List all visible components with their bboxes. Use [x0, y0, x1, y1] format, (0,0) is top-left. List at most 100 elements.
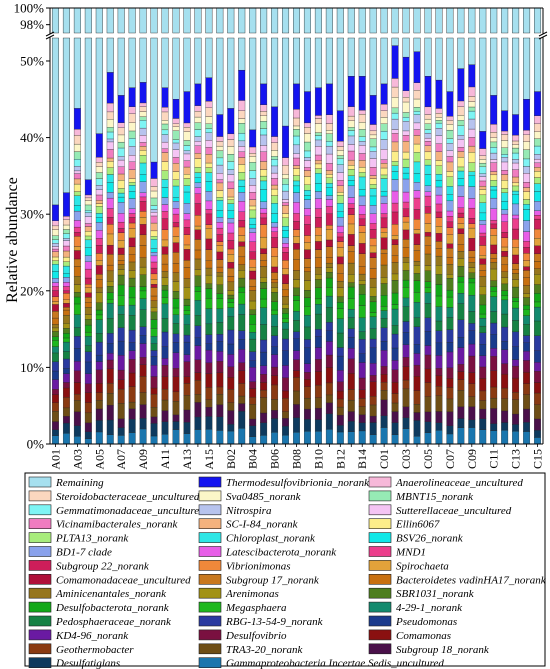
bar-segment-kd4-96-norank: [172, 352, 180, 369]
bar-segment-arenimonas: [150, 307, 158, 313]
bar-segment-aminicenantales-norank: [391, 262, 399, 275]
bar-segment-sbr1031-norank: [172, 291, 180, 299]
bar-segment-mbnt15-norank: [95, 172, 103, 179]
bar-segment-mnd1: [314, 208, 322, 218]
legend-label: Vicinamibacterales_norank: [56, 519, 178, 531]
bar-segment-sbr1031-norank: [194, 275, 202, 287]
bar-segment-sc-i-84-norank: [347, 159, 355, 166]
bar-segment-subgroup-22-norank: [150, 267, 158, 275]
bar-segment-vibrionimonas: [457, 217, 465, 224]
bar-segment-chloroplast-norank: [128, 184, 136, 192]
legend-swatch: [28, 601, 52, 613]
bar-segment-comamonas: [347, 373, 355, 390]
bar-segment-vibrionimonas: [52, 296, 59, 302]
bar-segment-sbr1031-norank: [501, 283, 509, 291]
bar-segment-mbnt15-norank: [325, 133, 333, 142]
bar-segment-arenimonas: [172, 281, 180, 292]
bar-segment-geothermobacter: [238, 383, 246, 397]
bar-segment-tra3-20-norank: [117, 403, 125, 419]
bar-segment-remaining-upper: [457, 7, 465, 34]
bar-segment-desulfatiglans: [457, 418, 465, 428]
bar-segment-remaining-upper: [479, 7, 487, 34]
bar-segment-bd1-7-clade: [106, 192, 114, 199]
bar-segment-arenimonas: [238, 270, 246, 279]
legend-swatch: [368, 546, 392, 557]
bar-segment-sc-i-84-norank: [183, 166, 191, 175]
bar-segment-thermodesulfovibrionia-norank: [95, 133, 103, 158]
bar-segment-rbg-13-54-9-norank: [172, 333, 180, 343]
bar-segment-sutterellaceae-uncultured: [139, 135, 147, 143]
bar-segment-megasphaera: [161, 297, 169, 305]
bar-segment-aminicenantales-norank: [62, 314, 70, 324]
bar-segment-gemmatimonadaceae-uncultured: [128, 138, 136, 147]
bar-segment-plta13-norank: [106, 167, 114, 175]
bar-segment-desulfatiglans: [347, 421, 355, 432]
legend-label: Steroidobacteraceae_uncultured: [56, 491, 200, 503]
bar-segment-desulfatiglans: [260, 422, 268, 436]
bar-segment-comamonas: [205, 373, 213, 388]
bar-segment-kd4-96-norank: [391, 360, 399, 370]
bar-segment-chloroplast-norank: [314, 173, 322, 184]
bar-segment-subgroup-22-norank: [52, 290, 59, 297]
legend-swatch: [198, 615, 222, 627]
bar-segment-aminicenantales-norank: [84, 307, 92, 315]
bar-segment-plta13-norank: [282, 217, 289, 227]
bar-A15: [205, 7, 213, 445]
bar-segment-kd4-96-norank: [271, 354, 279, 368]
bar-segment-kd4-96-norank: [139, 343, 147, 358]
bar-segment-mbnt15-norank: [358, 129, 366, 137]
legend-label: Vibrionimonas: [226, 560, 291, 572]
bar-segment-arenimonas: [194, 269, 202, 276]
bar-segment-ellin6067: [325, 174, 333, 178]
bar-segment-chloroplast-norank: [391, 165, 399, 172]
bar-segment-desulfobacterota-norank: [106, 292, 114, 300]
bar-segment-mbnt15-norank: [128, 130, 136, 139]
bar-segment-comamonadaceae-uncultured: [435, 233, 443, 242]
bar-segment-megasphaera: [271, 309, 279, 315]
bar-segment-sva0485-norank: [304, 133, 311, 143]
bar-segment-comamonadaceae-uncultured: [238, 241, 246, 247]
bar-segment-gemmatimonadaceae-uncultured: [304, 150, 311, 158]
bar-segment-comamonadaceae-uncultured: [490, 244, 498, 254]
bar-segment-tra3-20-norank: [402, 388, 410, 407]
bar-segment-bd1-7-clade: [73, 210, 81, 221]
bar-segment-megasphaera: [52, 340, 59, 347]
bar-segment-bsv26-norank: [325, 187, 333, 196]
bar-segment-latescibacterota-norank: [117, 213, 125, 223]
bar-segment-sbr1031-norank: [62, 328, 70, 334]
bar-segment-mnd1: [249, 241, 257, 252]
bar-segment-anaerolineaceae-uncultured: [391, 78, 399, 88]
bar-segment-plta13-norank: [73, 191, 81, 196]
bar-segment-sc-i-84-norank: [391, 141, 399, 152]
bar-segment-desulfovibrio: [325, 354, 333, 368]
bar-segment-geothermobacter: [534, 392, 541, 405]
bar-segment-steroidobacteraceae-uncultured: [227, 139, 235, 147]
bar-segment-plta13-norank: [172, 179, 180, 187]
bar-segment-subgroup-22-norank: [172, 222, 180, 228]
bar-segment-geothermobacter: [468, 383, 476, 397]
bar-segment-desulfobacterota-norank: [150, 319, 158, 329]
bar-segment-rbg-13-54-9-norank: [391, 333, 399, 349]
bar-segment-gemmatimonadaceae-uncultured: [227, 161, 235, 170]
bar-segment-subgroup-22-norank: [347, 208, 355, 215]
bar-segment-desulfovibrio: [457, 364, 465, 372]
bar-segment-remaining: [106, 37, 114, 73]
bar-segment-gemmatimonadaceae-uncultured: [293, 135, 300, 146]
bar-segment-desulfovibrio: [205, 362, 213, 374]
bar-segment-bd1-7-clade: [95, 222, 103, 231]
bar-segment-comamonas: [95, 383, 103, 393]
bar-segment-nitrospira: [183, 150, 191, 155]
bar-segment-bd1-7-clade: [446, 200, 454, 212]
bar-segment-rbg-13-54-9-norank: [468, 323, 476, 331]
bar-segment-subgroup-17-norank: [84, 297, 92, 303]
bar-segment-kd4-96-norank: [161, 358, 169, 366]
bar-segment-remaining-upper: [205, 7, 213, 34]
legend-item: Vibrionimonas: [198, 560, 291, 572]
bar-segment-sva0485-norank: [457, 115, 465, 121]
bar-segment-comamonadaceae-uncultured: [325, 239, 333, 247]
bar-segment-remaining: [435, 37, 443, 81]
legend-swatch: [28, 546, 52, 557]
bar-segment-sva0485-norank: [95, 166, 103, 173]
bar-segment-subgroup-17-norank: [402, 239, 410, 248]
bar-segment-mnd1: [216, 227, 224, 235]
